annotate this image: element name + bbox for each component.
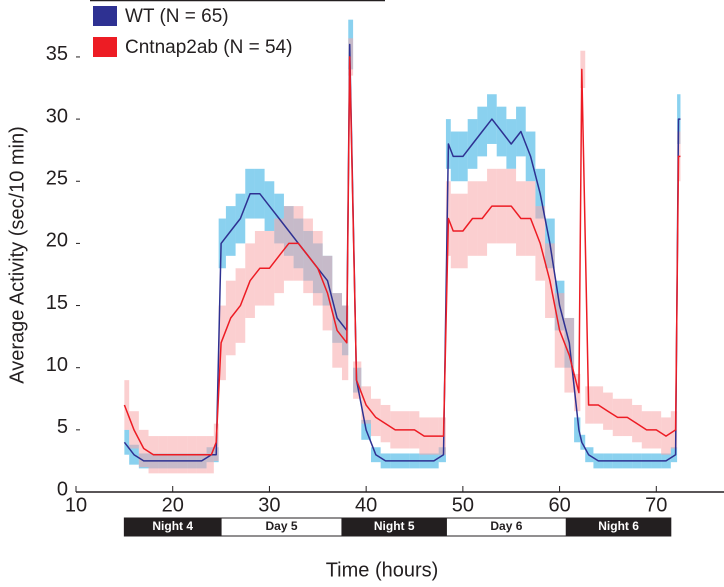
light-cycle-label: Night 4	[152, 519, 193, 533]
x-tick-label: 20	[162, 494, 184, 516]
x-tick-label: 30	[258, 494, 280, 516]
y-tick-label: 15	[46, 292, 68, 314]
y-tick-label: 5	[57, 416, 68, 438]
error-band	[218, 305, 226, 381]
error-band	[580, 434, 586, 450]
legend-label: WT (N = 65)	[125, 6, 229, 27]
x-axis-label: Time (hours)	[326, 559, 439, 581]
y-tick-label: 30	[46, 105, 68, 127]
y-tick-label: 25	[46, 168, 68, 190]
error-band	[670, 411, 678, 449]
light-cycle-segment	[565, 517, 672, 537]
y-tick-label: 20	[46, 230, 68, 252]
error-band	[124, 380, 130, 430]
plot-area	[123, 19, 681, 474]
error-band	[124, 429, 130, 455]
y-axis-label: Average Activity (sec/10 min)	[6, 126, 28, 384]
error-band	[341, 305, 349, 381]
error-band	[218, 218, 226, 269]
series-line	[123, 56, 681, 456]
x-tick-label: 50	[452, 494, 474, 516]
x-tick-label: 10	[65, 494, 87, 516]
light-cycle-label: Day 6	[490, 519, 522, 533]
legend-swatch	[93, 6, 117, 26]
series	[124, 38, 681, 474]
y-tick-label: 35	[46, 43, 68, 65]
y-tick-label: 0	[57, 478, 68, 500]
y-tick-label: 10	[46, 354, 68, 376]
x-tick-label: 70	[645, 494, 667, 516]
legend-label: Cntnap2ab (N = 54)	[125, 37, 292, 58]
legend: WT (N = 65) Cntnap2ab (N = 54)	[93, 6, 292, 58]
x-tick-label: 60	[548, 494, 570, 516]
error-band	[574, 373, 581, 412]
x-tick-label: 40	[355, 494, 377, 516]
legend-swatch	[93, 37, 117, 57]
light-cycle-label: Night 6	[598, 519, 639, 533]
error-band	[574, 417, 581, 443]
error-band	[670, 447, 678, 463]
series-line	[123, 43, 681, 462]
error-band	[580, 50, 586, 89]
light-cycle-label: Day 5	[266, 519, 298, 533]
light-cycle-label: Night 5	[374, 519, 415, 533]
